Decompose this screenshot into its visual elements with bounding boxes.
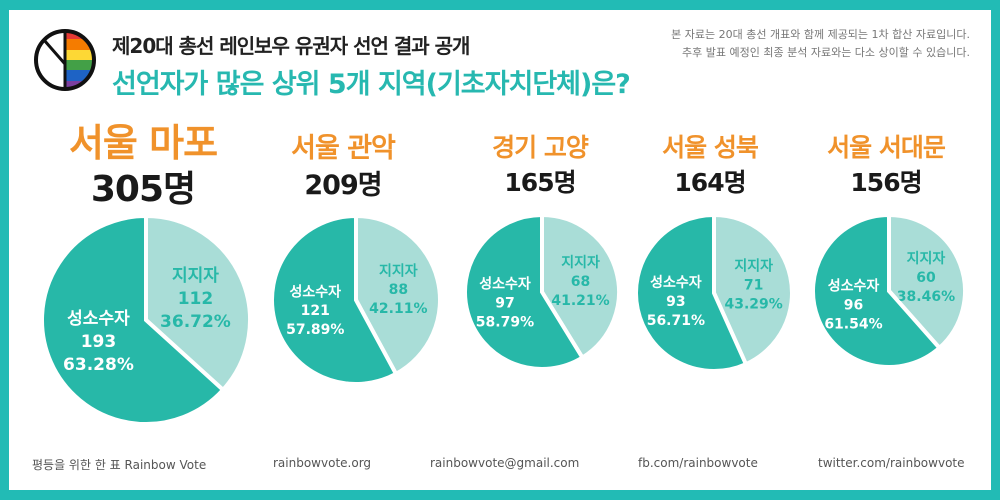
slice-percent: 56.71% — [647, 313, 705, 329]
slice-percent: 41.21% — [551, 293, 609, 309]
slice-percent: 58.79% — [476, 314, 534, 330]
slice-label: 지지자 — [379, 263, 418, 279]
slice-minority — [463, 212, 586, 371]
slice-value: 88 — [389, 282, 408, 298]
page-subtitle: 선언자가 많은 상위 5개 지역(기초자치단체)은? — [112, 69, 631, 100]
region-total: 156명 — [850, 168, 922, 197]
footer-email-link[interactable]: rainbowvote@gmail.com — [430, 456, 580, 470]
note-line-1: 본 자료는 20대 총선 개표와 함께 제공되는 1차 합산 자료입니다. — [671, 28, 970, 41]
region-total: 305명 — [90, 169, 196, 210]
slice-minority — [270, 213, 399, 386]
slice-percent: 42.11% — [369, 301, 427, 317]
slice-supporter — [144, 213, 252, 393]
slice-value: 68 — [571, 274, 590, 290]
region-name: 서울 마포 — [68, 121, 218, 165]
slice-label: 지지자 — [734, 259, 773, 275]
slice-label: 지지자 — [561, 255, 600, 271]
slice-percent: 57.89% — [286, 322, 344, 338]
slice-label: 성소수자 — [479, 276, 531, 292]
slice-supporter — [354, 213, 442, 377]
region-total: 164명 — [674, 168, 746, 197]
slice-value: 93 — [666, 294, 685, 310]
disclaimer-note: 본 자료는 20대 총선 개표와 함께 제공되는 1차 합산 자료입니다. 추후… — [671, 26, 970, 62]
slice-percent: 38.46% — [897, 289, 955, 305]
slice-percent: 43.29% — [725, 296, 783, 312]
slice-value: 97 — [495, 295, 514, 311]
slice-label: 성소수자 — [828, 278, 880, 294]
region-total: 165명 — [504, 168, 576, 197]
region-total: 209명 — [304, 170, 382, 201]
region-name: 경기 고양 — [492, 133, 589, 162]
footer-twitter-link[interactable]: twitter.com/rainbowvote — [818, 456, 965, 470]
slice-minority — [811, 212, 943, 369]
footer-facebook-link[interactable]: fb.com/rainbowvote — [638, 456, 758, 470]
footer-website-link[interactable]: rainbowvote.org — [273, 456, 372, 470]
slice-value: 71 — [744, 277, 763, 293]
slice-supporter — [712, 212, 794, 367]
note-line-2: 추후 발표 예정인 최종 분석 자료와는 다소 상이할 수 있습니다. — [682, 46, 970, 59]
page-title: 제20대 총선 레인보우 유권자 선언 결과 공개 — [112, 34, 470, 58]
region-name: 서울 성북 — [662, 133, 759, 162]
slice-value: 121 — [301, 303, 330, 319]
slice-value: 96 — [844, 297, 863, 313]
footer-org: 평등을 위한 한 표 Rainbow Vote — [32, 458, 207, 472]
slice-label: 성소수자 — [290, 284, 342, 300]
slice-value: 112 — [178, 289, 214, 309]
slice-minority — [40, 213, 226, 426]
region-name: 서울 관악 — [291, 133, 396, 164]
slice-percent: 36.72% — [160, 312, 231, 332]
slice-label: 성소수자 — [67, 309, 130, 329]
slice-supporter — [887, 212, 967, 351]
slice-minority — [634, 212, 749, 373]
slice-label: 성소수자 — [650, 275, 702, 291]
region-name: 서울 서대문 — [827, 133, 946, 162]
slice-label: 지지자 — [172, 266, 219, 286]
slice-percent: 61.54% — [824, 316, 882, 332]
rainbow-vote-logo-icon — [34, 29, 96, 91]
slice-value: 60 — [916, 270, 936, 286]
slice-label: 지지자 — [907, 251, 946, 267]
slice-value: 193 — [81, 332, 117, 352]
slice-percent: 63.28% — [63, 355, 134, 375]
